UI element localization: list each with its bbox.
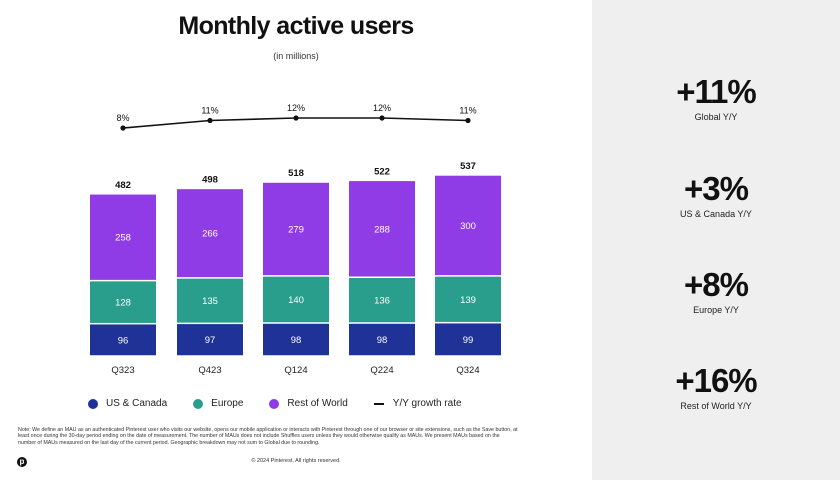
chart-subtitle: (in millions) [273,51,319,61]
bar-europe-q323 [90,281,156,323]
x-tick-q423: Q423 [198,365,221,376]
stat-rest-of-world: +16% Rest of World Y/Y [592,362,840,412]
total-label-q324: 537 [460,161,476,172]
total-label-q423: 498 [202,174,218,185]
bar-rest-of-world-q423 [177,189,243,278]
legend-label-yy-growth: Y/Y growth rate [392,398,462,409]
stat-value-us-canada: +3% [684,170,749,207]
bar-rest-of-world-q323 [90,194,156,280]
bar-label-us-canada-q323: 96 [118,335,129,346]
x-tick-q324: Q324 [456,365,479,376]
bar-label-us-canada-q423: 97 [205,335,216,346]
bar-label-rest-of-world-q323: 258 [115,233,131,244]
bar-us-canada-q124 [263,323,329,356]
stat-label-global: Global Y/Y [694,112,738,122]
bar-label-rest-of-world-q324: 300 [460,221,476,232]
x-tick-q124: Q124 [284,365,307,376]
stat-value-global: +11% [676,73,757,110]
stacked-bar-chart: 96 128 258 482 Q323 97 135 266 498 Q423 98 140 279 51… [90,103,501,376]
bar-europe-q423 [177,278,243,323]
copyright-text: © 2024 Pinterest. All rights reserved. [251,458,341,464]
growth-point-q124 [293,115,299,121]
bar-label-rest-of-world-q224: 288 [374,224,390,235]
stat-value-rest-of-world: +16% [675,362,757,399]
growth-point-q324 [465,117,471,124]
stat-global: +11% Global Y/Y [592,73,840,123]
bar-label-europe-q323: 128 [115,298,131,309]
growth-label-q224: 12% [373,103,391,113]
chart-panel: Monthly active users (in millions) 96 128… [17,12,518,467]
legend-label-rest-of-world: Rest of World [287,398,348,409]
growth-point-q423 [207,117,213,124]
bar-label-europe-q124: 140 [288,295,304,306]
bar-label-us-canada-q224: 98 [377,335,388,346]
bar-us-canada-q324 [435,323,501,356]
bar-label-europe-q224: 136 [374,296,390,307]
stat-value-europe: +8% [684,266,749,303]
growth-label-q324: 11% [459,106,476,116]
legend-item-rest-of-world: Rest of World [269,398,348,409]
bar-europe-q324 [435,276,501,322]
bar-rest-of-world-q124 [263,182,329,276]
growth-label-q124: 12% [287,103,305,113]
bar-us-canada-q323 [90,324,156,356]
total-label-q323: 482 [115,180,131,191]
legend-swatch-rest-of-world [269,398,280,409]
legend-swatch-europe [193,398,204,409]
chart-legend: US & Canada Europe Rest of World Y/Y gro… [88,398,488,409]
growth-label-q323: 8% [116,113,129,123]
total-label-q224: 522 [374,166,390,177]
pinterest-logo-icon: p [17,457,27,467]
legend-swatch-yy-growth [373,402,384,405]
legend-item-yy-growth: Y/Y growth rate [373,398,462,409]
bar-europe-q124 [263,276,329,323]
bar-label-us-canada-q124: 98 [291,335,302,346]
legend-item-europe: Europe [193,398,243,409]
bar-label-europe-q324: 139 [460,295,476,306]
stats-panel: +11% Global Y/Y +3% US & Canada Y/Y +8% … [592,0,840,480]
bar-europe-q224 [349,278,415,323]
x-tick-q224: Q224 [370,365,393,376]
bar-label-europe-q423: 135 [202,296,218,307]
chart-title: Monthly active users [178,12,414,40]
bar-rest-of-world-q224 [349,181,415,277]
growth-label-q423: 11% [201,106,218,116]
stat-europe: +8% Europe Y/Y [592,266,840,316]
bar-label-us-canada-q324: 99 [463,335,474,346]
footnote: Note: We define an MAU as an authenticat… [18,427,518,446]
total-label-q124: 518 [288,168,304,179]
growth-point-q323 [120,125,126,131]
stat-us-canada: +3% US & Canada Y/Y [592,170,840,220]
stat-label-us-canada: US & Canada Y/Y [680,209,752,219]
bar-us-canada-q224 [349,323,415,356]
legend-label-europe: Europe [211,398,244,409]
growth-point-q224 [379,115,385,121]
legend-item-us-canada: US & Canada [88,398,167,409]
bar-rest-of-world-q324 [435,175,501,276]
legend-swatch-us-canada [88,398,98,409]
legend-label-us-canada: US & Canada [106,398,168,409]
stat-label-europe: Europe Y/Y [693,305,739,315]
x-tick-q323: Q323 [111,365,134,376]
bar-us-canada-q423 [177,324,243,356]
bar-label-rest-of-world-q124: 279 [288,224,304,235]
stat-label-rest-of-world: Rest of World Y/Y [680,401,752,411]
bar-label-rest-of-world-q423: 266 [202,229,218,240]
